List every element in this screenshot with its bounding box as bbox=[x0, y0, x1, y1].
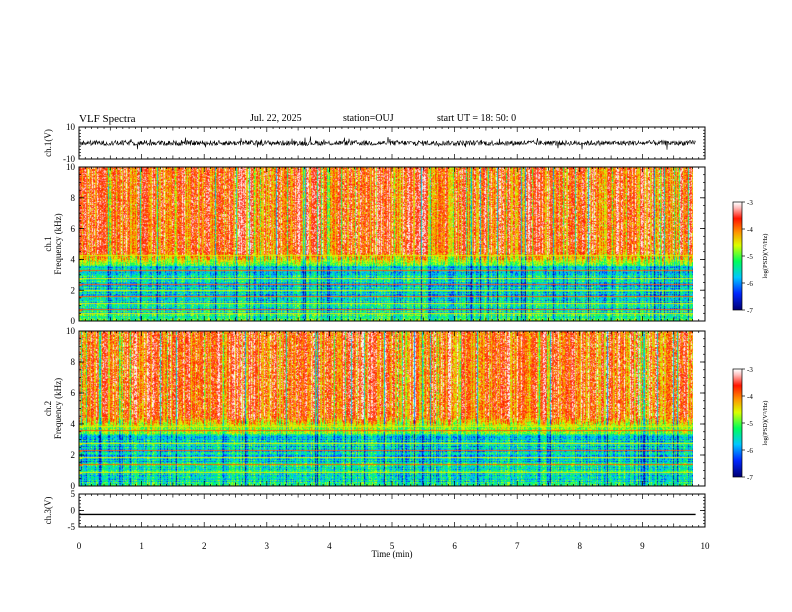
x-tick-label: 4 bbox=[327, 541, 332, 551]
y-tick-label: 10 bbox=[66, 162, 76, 172]
x-tick-label: 5 bbox=[390, 541, 395, 551]
ch2-spectrogram-raster bbox=[79, 331, 693, 486]
x-axis-label: Time (min) bbox=[372, 549, 413, 559]
ch1-colorbar bbox=[733, 202, 742, 310]
colorbar-label: log(PSD)(V²/Hz) bbox=[762, 234, 769, 279]
colorbar-tick-label: -3 bbox=[747, 199, 753, 207]
colorbar-tick-label: -6 bbox=[747, 447, 753, 455]
ch2-colorbar bbox=[733, 369, 742, 477]
x-tick-label: 8 bbox=[578, 541, 583, 551]
x-tick-label: 0 bbox=[77, 541, 82, 551]
colorbar-tick-label: -7 bbox=[747, 307, 753, 315]
x-tick-label: 1 bbox=[139, 541, 144, 551]
y-axis-label: ch.1(V) bbox=[43, 129, 53, 157]
y-tick-label: 10 bbox=[66, 122, 76, 132]
y-axis-label-channel: ch.1 bbox=[43, 236, 53, 251]
plot-title: VLF Spectra bbox=[79, 113, 136, 125]
ch1-spectrogram-raster bbox=[79, 167, 693, 321]
y-tick-label: -5 bbox=[68, 522, 76, 532]
colorbar-tick-label: -3 bbox=[747, 366, 753, 374]
y-axis-label: ch.3(V) bbox=[43, 497, 53, 525]
x-tick-label: 9 bbox=[640, 541, 645, 551]
y-tick-label: -10 bbox=[63, 154, 75, 164]
y-tick-label: 8 bbox=[71, 357, 76, 367]
y-axis-label-frequency: Frequency (kHz) bbox=[53, 213, 63, 274]
x-tick-label: 6 bbox=[452, 541, 457, 551]
y-tick-label: 6 bbox=[71, 388, 76, 398]
y-tick-label: 6 bbox=[71, 224, 76, 234]
colorbar-tick-label: -7 bbox=[747, 474, 753, 482]
plot-date: Jul. 22, 2025 bbox=[250, 113, 302, 124]
x-tick-label: 10 bbox=[701, 541, 711, 551]
x-tick-label: 3 bbox=[265, 541, 270, 551]
colorbar-tick-label: -5 bbox=[747, 420, 753, 428]
y-tick-label: 2 bbox=[71, 450, 76, 460]
x-tick-label: 2 bbox=[202, 541, 207, 551]
y-tick-label: 10 bbox=[66, 326, 76, 336]
y-tick-label: 0 bbox=[71, 481, 76, 491]
y-tick-label: 2 bbox=[71, 285, 76, 295]
colorbar-tick-label: -6 bbox=[747, 280, 753, 288]
colorbar-tick-label: -5 bbox=[747, 253, 753, 261]
y-axis-label-channel: ch.2 bbox=[43, 401, 53, 416]
x-tick-label: 7 bbox=[515, 541, 520, 551]
y-tick-label: 4 bbox=[71, 255, 76, 265]
plot-station: station=OUJ bbox=[343, 113, 394, 124]
colorbar-tick-label: -4 bbox=[747, 226, 753, 234]
y-tick-label: 8 bbox=[71, 193, 76, 203]
plot-start-time: start UT = 18: 50: 0 bbox=[437, 113, 517, 124]
y-axis-label-frequency: Frequency (kHz) bbox=[53, 378, 63, 439]
colorbar-tick-label: -4 bbox=[747, 393, 753, 401]
y-tick-label: 4 bbox=[71, 419, 76, 429]
y-tick-label: 5 bbox=[71, 489, 76, 499]
ch1-waveform-trace bbox=[79, 136, 696, 150]
y-tick-label: 0 bbox=[71, 506, 76, 516]
y-tick-label: 0 bbox=[71, 316, 76, 326]
colorbar-label: log(PSD)(V²/Hz) bbox=[762, 401, 769, 446]
